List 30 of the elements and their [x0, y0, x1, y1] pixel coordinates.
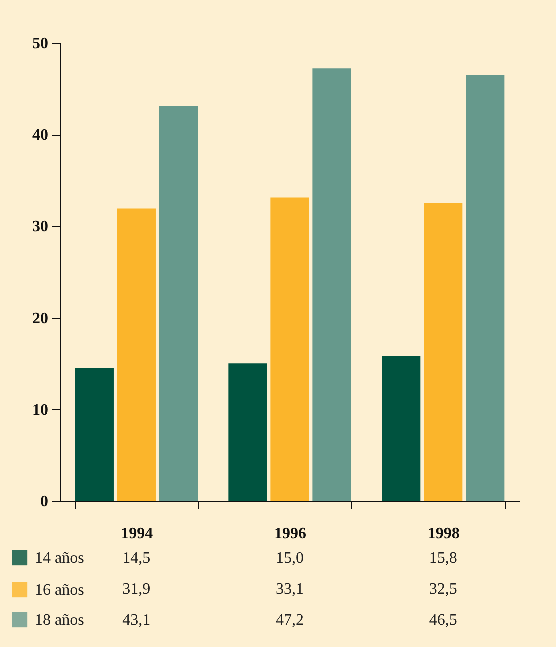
bar: [270, 198, 310, 501]
legend-label: 16 años: [35, 582, 84, 599]
y-tick-label: 50: [32, 36, 48, 52]
legend-label: 18 años: [35, 612, 84, 629]
y-tick-label: 0: [40, 494, 48, 510]
bar: [159, 106, 198, 501]
x-tick-label: 1998: [428, 526, 460, 542]
x-tick-label: 1994: [121, 526, 154, 542]
bar: [117, 208, 156, 501]
bar: [312, 68, 352, 501]
data-label: 15,8: [429, 550, 458, 567]
bar: [75, 368, 114, 501]
data-label: 32,5: [429, 581, 458, 598]
bar: [424, 203, 463, 501]
y-tick-label: 10: [32, 402, 48, 419]
bar: [466, 75, 505, 501]
bar: [228, 364, 268, 501]
data-label: 43,1: [122, 612, 151, 629]
y-tick-label: 40: [32, 127, 48, 144]
data-label: 15,0: [276, 550, 304, 567]
data-label: 14,5: [122, 550, 151, 567]
bar: [382, 356, 421, 501]
data-label: 31,9: [122, 581, 151, 598]
legend-label: 14 años: [35, 550, 84, 567]
data-label: 33,1: [276, 581, 304, 598]
y-tick-label: 20: [32, 310, 48, 328]
x-tick-label: 1996: [274, 526, 306, 542]
data-label: 46,5: [429, 612, 458, 629]
y-tick-label: 30: [32, 218, 48, 236]
data-label: 47,2: [276, 612, 304, 629]
